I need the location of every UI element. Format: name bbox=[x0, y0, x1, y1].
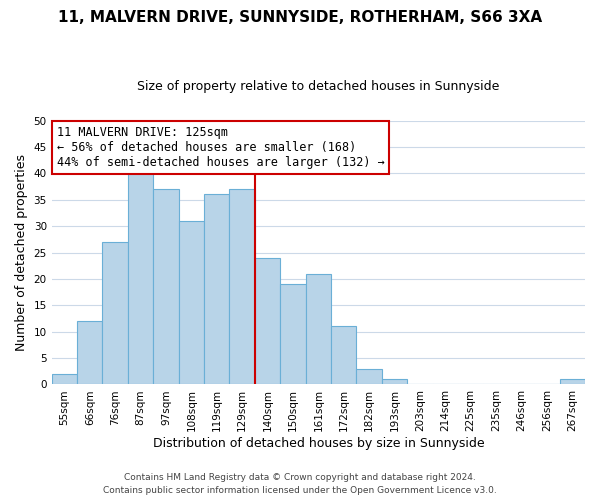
Bar bbox=[560, 379, 585, 384]
Bar bbox=[305, 274, 331, 384]
Text: Contains HM Land Registry data © Crown copyright and database right 2024.
Contai: Contains HM Land Registry data © Crown c… bbox=[103, 474, 497, 495]
Text: 11 MALVERN DRIVE: 125sqm
← 56% of detached houses are smaller (168)
44% of semi-: 11 MALVERN DRIVE: 125sqm ← 56% of detach… bbox=[57, 126, 385, 169]
Bar bbox=[229, 189, 255, 384]
Bar bbox=[331, 326, 356, 384]
Bar bbox=[77, 321, 103, 384]
Bar bbox=[280, 284, 305, 384]
Bar bbox=[255, 258, 280, 384]
Bar bbox=[52, 374, 77, 384]
Y-axis label: Number of detached properties: Number of detached properties bbox=[15, 154, 28, 351]
Title: Size of property relative to detached houses in Sunnyside: Size of property relative to detached ho… bbox=[137, 80, 500, 93]
Bar bbox=[356, 368, 382, 384]
Text: 11, MALVERN DRIVE, SUNNYSIDE, ROTHERHAM, S66 3XA: 11, MALVERN DRIVE, SUNNYSIDE, ROTHERHAM,… bbox=[58, 10, 542, 25]
Bar bbox=[382, 379, 407, 384]
Bar bbox=[204, 194, 229, 384]
Bar bbox=[153, 189, 179, 384]
X-axis label: Distribution of detached houses by size in Sunnyside: Distribution of detached houses by size … bbox=[152, 437, 484, 450]
Bar bbox=[128, 174, 153, 384]
Bar bbox=[103, 242, 128, 384]
Bar bbox=[179, 221, 204, 384]
